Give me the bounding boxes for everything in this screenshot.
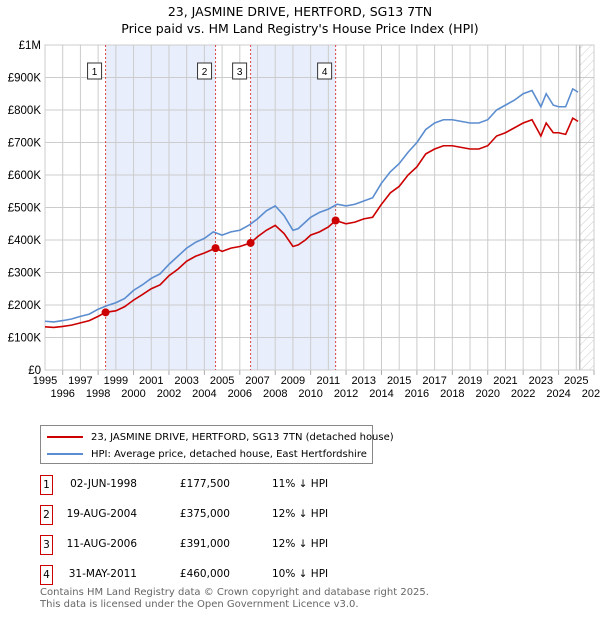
y-tick-label: £400K bbox=[8, 235, 42, 247]
sale-hpi-diff: 10% ↓ HPI bbox=[272, 568, 329, 580]
x-tick-label: 2006 bbox=[228, 388, 252, 400]
x-tick-label: 1998 bbox=[86, 388, 110, 400]
x-tick-label: 2012 bbox=[334, 388, 358, 400]
sale-number: 2 bbox=[40, 505, 53, 525]
sale-marker-box bbox=[232, 62, 248, 80]
sale-marker-label: 2 bbox=[202, 67, 208, 78]
x-tick-label: 2018 bbox=[440, 388, 464, 400]
y-tick-label: £600K bbox=[8, 170, 42, 182]
x-tick-label: 2007 bbox=[245, 375, 269, 387]
sale-point bbox=[246, 238, 255, 247]
legend-hpi: HPI: Average price, detached house, East… bbox=[91, 448, 367, 460]
sale-marker-box bbox=[197, 62, 213, 80]
x-tick-label: 2019 bbox=[458, 375, 482, 387]
x-tick-label: 2008 bbox=[263, 388, 287, 400]
legend: 23, JASMINE DRIVE, HERTFORD, SG13 7TN (d… bbox=[40, 425, 394, 464]
x-tick-label: 2014 bbox=[369, 388, 393, 400]
x-tick-label: 2015 bbox=[387, 375, 411, 387]
x-tick-label: 2016 bbox=[405, 388, 429, 400]
sale-point bbox=[101, 308, 110, 317]
sale-hpi-diff: 12% ↓ HPI bbox=[272, 508, 329, 520]
sale-marker-box bbox=[87, 62, 103, 80]
sale-marker-label: 4 bbox=[322, 67, 328, 78]
series-line bbox=[44, 87, 579, 323]
sale-row: 4 31-MAY-2011 £460,000 10% ↓ HPI bbox=[0, 565, 600, 585]
y-tick-label: £200K bbox=[8, 300, 42, 312]
footer: Contains HM Land Registry data © Crown c… bbox=[40, 587, 429, 611]
y-tick-label: £700K bbox=[8, 138, 42, 150]
chart-subtitle: Price paid vs. HM Land Registry's House … bbox=[121, 21, 479, 36]
y-tick-label: £0 bbox=[28, 365, 41, 377]
sale-row: 2 19-AUG-2004 £375,000 12% ↓ HPI bbox=[0, 505, 600, 525]
series-line bbox=[44, 116, 579, 329]
y-tick-label: £900K bbox=[8, 73, 42, 85]
legend-property: 23, JASMINE DRIVE, HERTFORD, SG13 7TN (d… bbox=[91, 431, 394, 443]
sale-date: 19-AUG-2004 bbox=[66, 508, 137, 520]
x-tick-label: 2000 bbox=[121, 388, 145, 400]
y-tick-label: £100K bbox=[8, 333, 42, 345]
sale-number: 3 bbox=[40, 535, 53, 555]
sale-marker-label: 3 bbox=[237, 67, 243, 78]
x-tick-label: 2021 bbox=[493, 375, 517, 387]
sale-hpi-diff: 11% ↓ HPI bbox=[272, 478, 329, 490]
x-tick-label: 2009 bbox=[281, 375, 305, 387]
y-tick-label: £800K bbox=[8, 105, 42, 117]
x-tick-label: 2013 bbox=[352, 375, 376, 387]
plot-frame bbox=[44, 44, 595, 371]
legend-red-line bbox=[47, 435, 83, 439]
x-tick-label: 1995 bbox=[33, 375, 57, 387]
sale-price: £460,000 bbox=[179, 568, 230, 580]
x-tick-label: 2023 bbox=[529, 375, 553, 387]
footer-copyright: Contains HM Land Registry data © Crown c… bbox=[40, 587, 429, 598]
y-tick-label: £500K bbox=[8, 203, 42, 215]
sale-marker-label: 1 bbox=[92, 67, 98, 78]
sale-number: 4 bbox=[40, 565, 53, 585]
sale-date: 11-AUG-2006 bbox=[66, 538, 137, 550]
sale-price: £375,000 bbox=[179, 508, 230, 520]
sale-row: 3 11-AUG-2006 £391,000 12% ↓ HPI bbox=[0, 535, 600, 555]
x-tick-label: 1999 bbox=[104, 375, 128, 387]
y-tick-label: £300K bbox=[8, 268, 42, 280]
x-tick-label: 2022 bbox=[511, 388, 535, 400]
legend-blue-line bbox=[47, 452, 83, 456]
x-tick-label: 2020 bbox=[475, 388, 499, 400]
sale-row: 1 02-JUN-1998 £177,500 11% ↓ HPI bbox=[0, 475, 600, 495]
sale-number: 1 bbox=[40, 475, 53, 495]
x-tick-label: 1997 bbox=[68, 375, 92, 387]
x-tick-label: 2005 bbox=[210, 375, 234, 387]
sale-hpi-diff: 12% ↓ HPI bbox=[272, 538, 329, 550]
x-tick-label: 2001 bbox=[139, 375, 163, 387]
x-tick-label: 2003 bbox=[174, 375, 198, 387]
x-tick-label: 2017 bbox=[422, 375, 446, 387]
chart-title: 23, JASMINE DRIVE, HERTFORD, SG13 7TN bbox=[167, 4, 433, 19]
x-tick-label: 1996 bbox=[50, 388, 74, 400]
sale-point bbox=[211, 244, 220, 253]
price-chart: £0 £100K £200K £300K £400K £500K £600K £700K £80… bbox=[8, 40, 600, 400]
x-tick-label: 2026 bbox=[582, 388, 600, 400]
x-tick-label: 2004 bbox=[192, 388, 216, 400]
sale-date: 02-JUN-1998 bbox=[70, 478, 137, 490]
x-tick-label: 2025 bbox=[564, 375, 588, 387]
x-tick-label: 2002 bbox=[157, 388, 181, 400]
sale-marker-box bbox=[317, 62, 333, 80]
y-tick-label: £1M bbox=[19, 40, 41, 52]
sale-price: £177,500 bbox=[179, 478, 230, 490]
sale-date: 31-MAY-2011 bbox=[68, 568, 137, 580]
x-tick-label: 2010 bbox=[298, 388, 322, 400]
sale-point bbox=[331, 216, 340, 225]
footer-licence: This data is licensed under the Open Gov… bbox=[40, 599, 359, 610]
x-tick-label: 2024 bbox=[546, 388, 570, 400]
x-tick-label: 2011 bbox=[317, 375, 341, 387]
sale-price: £391,000 bbox=[179, 538, 230, 550]
